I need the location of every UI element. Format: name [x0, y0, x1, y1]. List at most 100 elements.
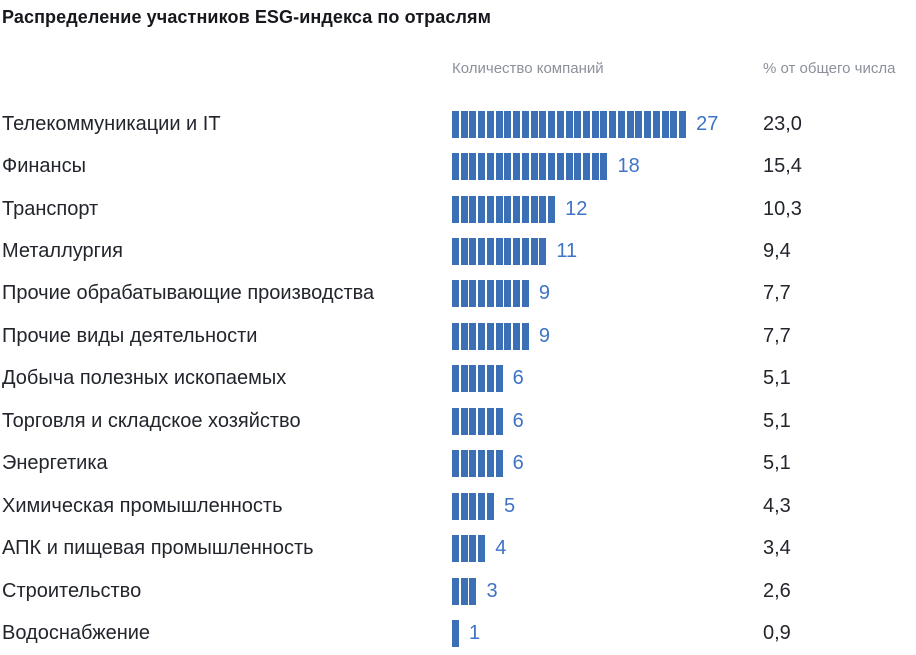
bar-segment [548, 195, 556, 223]
bar-segment [478, 238, 486, 266]
table-row: Прочие виды деятельности 9 7,7 [2, 315, 916, 357]
bar-segment [574, 153, 582, 181]
bar-cell: 1 [452, 619, 763, 647]
bar-segment [513, 153, 521, 181]
bar-segment [460, 407, 468, 435]
percent-value: 3,4 [763, 537, 791, 560]
bar-segment [478, 535, 486, 563]
bar-segment [504, 322, 512, 350]
count-value: 5 [503, 494, 516, 517]
bar-segment [539, 195, 547, 223]
bar-segment [591, 153, 599, 181]
bar-segment [469, 110, 477, 138]
bar-segment [460, 577, 468, 605]
bar-cell: 6 [452, 407, 763, 435]
table-row: Прочие обрабатывающие производства 9 7,7 [2, 273, 916, 315]
bar-segment [452, 110, 459, 138]
row-label: Металлургия [2, 240, 123, 263]
bar-segment [469, 322, 477, 350]
bar-segment [460, 492, 468, 520]
bar-segment [521, 238, 529, 266]
percent-value: 7,7 [763, 324, 791, 347]
count-value: 18 [617, 155, 640, 178]
bar [452, 450, 503, 478]
percent-value: 5,1 [763, 367, 791, 390]
row-label: Добыча полезных ископаемых [2, 367, 287, 390]
bar-segment [478, 365, 486, 393]
table-row: Транспорт 12 10,3 [2, 188, 916, 230]
bar-segment [513, 110, 521, 138]
bar-segment [661, 110, 669, 138]
bar-segment [513, 238, 521, 266]
bar-cell: 4 [452, 535, 763, 563]
bar-segment [504, 195, 512, 223]
column-headers: Количество компаний % от общего числа [2, 53, 916, 83]
table-row: Водоснабжение 1 0,9 [2, 612, 916, 654]
bar-segment [635, 110, 643, 138]
bar-segment [583, 153, 591, 181]
bar-segment [460, 450, 468, 478]
bar-segment [460, 195, 468, 223]
bar [452, 238, 547, 266]
bar-segment [565, 153, 573, 181]
bar-cell: 6 [452, 450, 763, 478]
percent-value: 9,4 [763, 240, 791, 263]
percent-column-header: % от общего числа [763, 59, 896, 77]
bar-segment [539, 238, 547, 266]
count-value: 4 [495, 537, 507, 560]
bar-segment [460, 535, 468, 563]
bar-segment [469, 195, 477, 223]
bar-segment [521, 153, 529, 181]
bar-segment [469, 365, 477, 393]
bar-segment [452, 492, 459, 520]
bar-segment [530, 110, 538, 138]
count-column-header: Количество компаний [452, 59, 604, 77]
bar-segment [478, 407, 486, 435]
bar-segment [452, 450, 459, 478]
bar-segment [644, 110, 652, 138]
bar [452, 407, 503, 435]
bar-segment [452, 365, 459, 393]
bar-segment [495, 322, 503, 350]
bar-segment [565, 110, 573, 138]
bar-segment [478, 322, 486, 350]
bar-segment [469, 577, 477, 605]
bar-segment [530, 238, 538, 266]
bar-segment [469, 535, 477, 563]
percent-value: 4,3 [763, 494, 791, 517]
bar-cell: 12 [452, 195, 763, 223]
table-row: Строительство 3 2,6 [2, 570, 916, 612]
bar-segment [521, 280, 529, 308]
bar-cell: 9 [452, 280, 763, 308]
count-value: 27 [696, 112, 719, 135]
bar-segment [504, 238, 512, 266]
bar-segment [600, 153, 608, 181]
row-label: Торговля и складское хозяйство [2, 409, 301, 432]
bar-segment [591, 110, 599, 138]
bar-segment [460, 365, 468, 393]
count-value: 6 [512, 409, 524, 432]
bar-segment [626, 110, 634, 138]
row-label: Финансы [2, 155, 86, 178]
bar-segment [486, 238, 494, 266]
bar-segment [670, 110, 678, 138]
count-value: 6 [512, 452, 524, 475]
table-row: Телекоммуникации и IT 27 23,0 [2, 103, 916, 145]
bar-segment [521, 195, 529, 223]
bar-segment [452, 535, 459, 563]
row-label: Химическая промышленность [2, 494, 283, 517]
bar-segment [478, 153, 486, 181]
count-value: 1 [469, 621, 481, 644]
percent-value: 7,7 [763, 282, 791, 305]
bar-segment [574, 110, 582, 138]
bar-segment [495, 195, 503, 223]
bar-segment [530, 195, 538, 223]
bar-segment [548, 110, 556, 138]
bar-segment [486, 492, 494, 520]
percent-value: 0,9 [763, 621, 791, 644]
bar-segment [478, 492, 486, 520]
bar-cell: 27 [452, 110, 763, 138]
row-label: Прочие обрабатывающие производства [2, 282, 375, 305]
percent-value: 5,1 [763, 452, 791, 475]
